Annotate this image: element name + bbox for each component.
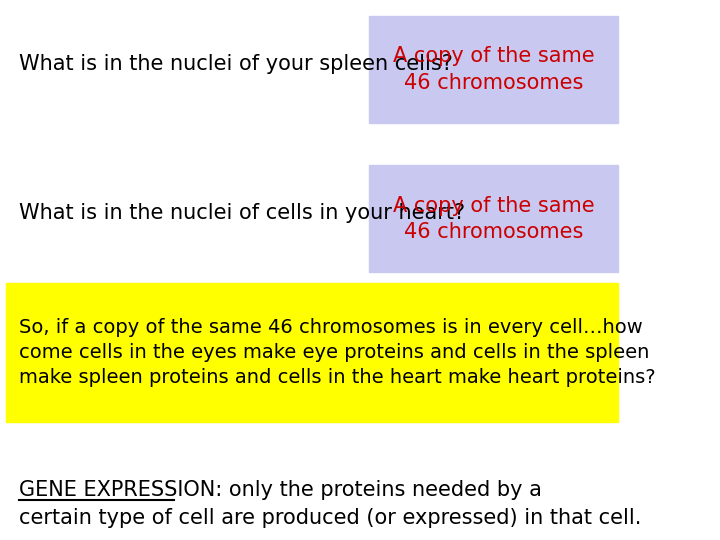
Text: So, if a copy of the same 46 chromosomes is in every cell…how
come cells in the : So, if a copy of the same 46 chromosomes… [19, 318, 655, 387]
Text: What is in the nuclei of your spleen cells?: What is in the nuclei of your spleen cel… [19, 54, 453, 74]
Text: What is in the nuclei of cells in your heart?: What is in the nuclei of cells in your h… [19, 204, 465, 224]
Text: GENE EXPRESSION: only the proteins needed by a
certain type of cell are produced: GENE EXPRESSION: only the proteins neede… [19, 480, 641, 528]
FancyBboxPatch shape [369, 165, 618, 272]
Text: A copy of the same
46 chromosomes: A copy of the same 46 chromosomes [392, 46, 594, 92]
FancyBboxPatch shape [6, 283, 618, 422]
FancyBboxPatch shape [369, 16, 618, 123]
Text: A copy of the same
46 chromosomes: A copy of the same 46 chromosomes [392, 195, 594, 242]
